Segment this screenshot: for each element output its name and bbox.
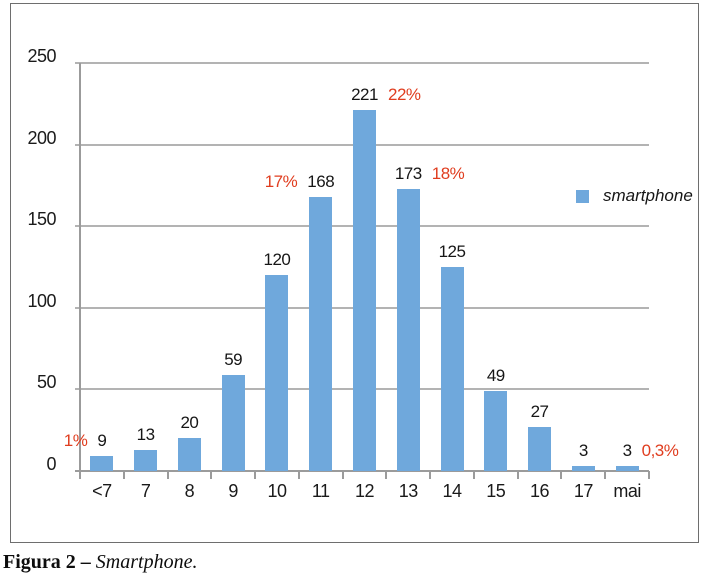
bar: [528, 426, 552, 471]
x-tick: [516, 471, 519, 479]
x-axis-label: <7: [92, 481, 112, 501]
x-axis-line: [75, 470, 649, 472]
bar-pct-label: 0,3%: [641, 441, 679, 461]
x-tick: [604, 471, 607, 479]
x-axis-label: 7: [140, 481, 151, 501]
bar: [90, 456, 114, 471]
bar-value-label: 173: [394, 163, 422, 183]
x-axis-label: 17: [573, 481, 594, 501]
bar: [484, 391, 508, 471]
figure-caption-title: Smartphone.: [95, 551, 198, 573]
bar: [571, 466, 595, 471]
x-axis-label: 10: [267, 481, 287, 501]
y-axis-label: 250: [27, 46, 56, 66]
x-tick: [210, 471, 213, 479]
x-tick: [122, 471, 125, 479]
bar-value-label: 13: [136, 424, 155, 444]
x-axis-label: 9: [228, 481, 238, 501]
bar-value-label: 221: [351, 85, 378, 105]
bar-pct-label: 18%: [431, 163, 465, 183]
bar: [353, 110, 376, 471]
bar-value-label: 125: [438, 242, 466, 261]
x-tick: [385, 471, 388, 479]
bar-value-label: 27: [530, 401, 549, 421]
bar: [221, 374, 245, 471]
x-axis-label: mai: [613, 481, 641, 501]
bar: [134, 449, 158, 471]
y-axis-label: 50: [36, 372, 57, 393]
bar-pct-label: 17%: [264, 171, 298, 191]
bar-value-label: 168: [307, 171, 335, 191]
x-axis-label: 13: [398, 481, 419, 501]
x-tick: [648, 471, 650, 479]
y-axis-label: 200: [27, 127, 56, 148]
bar: [440, 267, 464, 471]
x-axis-label: 11: [311, 481, 330, 501]
x-tick: [254, 471, 257, 479]
gridline: [75, 62, 649, 64]
bar-value-label: 49: [486, 366, 505, 386]
bar-value-label: 59: [224, 349, 243, 369]
x-tick: [429, 471, 432, 479]
bar: [309, 196, 333, 471]
figure-caption-label: Figura 2 –: [3, 551, 91, 573]
bar-value-label: 3: [578, 441, 588, 461]
legend-swatch-icon: [576, 189, 589, 203]
legend: smartphone: [576, 187, 693, 205]
bar: [177, 438, 201, 471]
bar-value-label: 20: [180, 413, 199, 433]
chart-frame: smartphone 0 50 100 150 200 250 <7 9 7 13 8 20 9 59 10…: [10, 3, 699, 543]
legend-label: smartphone: [603, 186, 693, 205]
x-axis-label: 8: [184, 481, 195, 501]
bar: [615, 466, 639, 471]
x-axis-label: 15: [486, 481, 506, 501]
bar-value-label: 3: [622, 441, 632, 461]
bar: [396, 188, 420, 471]
bar-value-label: 9: [97, 431, 107, 451]
y-axis-label: 0: [46, 454, 56, 474]
x-tick: [166, 471, 169, 479]
x-axis-label: 12: [354, 481, 375, 501]
x-tick: [79, 471, 81, 479]
figure-caption: Figura 2 – Smartphone.: [3, 551, 197, 574]
x-tick: [472, 471, 475, 479]
x-axis-label: 16: [530, 481, 550, 501]
x-tick: [341, 471, 344, 479]
x-axis-label: 14: [442, 481, 463, 501]
y-axis-line: [79, 63, 81, 479]
y-axis-label: 150: [27, 209, 56, 230]
x-tick: [560, 471, 563, 479]
bar-pct-label: 1%: [63, 431, 88, 451]
x-tick: [297, 471, 300, 479]
bar-pct-label: 22%: [388, 85, 421, 105]
y-axis-label: 100: [27, 290, 56, 311]
bar-value-label: 120: [263, 250, 291, 270]
bar: [265, 275, 289, 471]
